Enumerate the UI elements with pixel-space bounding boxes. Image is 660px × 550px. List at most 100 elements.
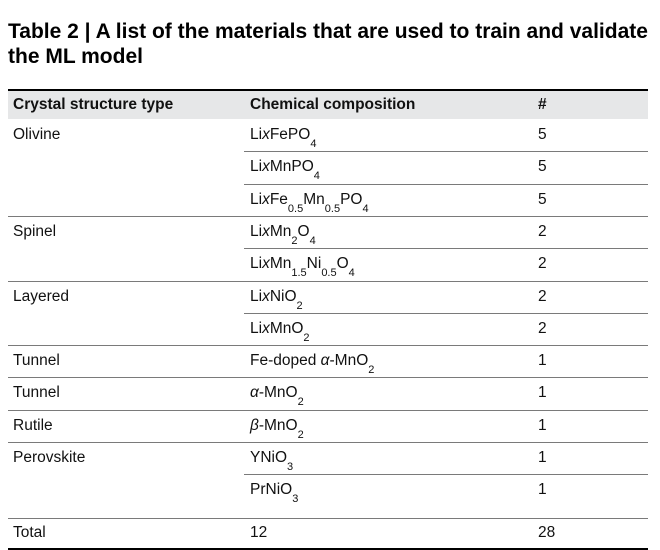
composition-cell: LixNiO2 xyxy=(250,287,303,312)
subscript: 3 xyxy=(287,461,294,474)
subscript: 4 xyxy=(348,267,355,280)
composition-cell: LixMnPO4 xyxy=(250,158,320,182)
formula-text: O xyxy=(297,222,310,240)
subscript: 0.5 xyxy=(287,202,304,215)
total-compositions: 12 xyxy=(250,523,268,541)
subscript: 2 xyxy=(297,428,304,441)
structure-type-cell: Layered xyxy=(13,287,70,305)
formula-text: FePO xyxy=(269,126,311,143)
table-row: LixFe0.5Mn0.5PO4 5 xyxy=(8,184,648,216)
subscript: 2 xyxy=(368,364,375,377)
count-cell: 1 xyxy=(538,481,547,499)
row-divider xyxy=(244,248,648,250)
formula-text: Fe-doped xyxy=(250,352,321,370)
composition-cell: LixFePO4 xyxy=(250,126,316,150)
composition-cell: PrNiO3 xyxy=(250,481,298,505)
formula-text: Mn xyxy=(303,190,325,208)
formula-text: Li xyxy=(250,287,263,305)
group-divider xyxy=(8,377,648,379)
structure-type-cell: Tunnel xyxy=(13,384,60,402)
row-divider xyxy=(244,183,648,185)
composition-cell: LixMn1.5Ni0.5O4 xyxy=(250,255,355,279)
group-divider xyxy=(8,215,648,217)
count-cell: 1 xyxy=(538,416,547,434)
count-cell: 1 xyxy=(538,449,547,466)
table-header: Crystal structure type Chemical composit… xyxy=(8,89,648,119)
composition-cell: β-MnO2 xyxy=(250,416,304,441)
table-row: PrNiO3 1 xyxy=(8,474,648,506)
materials-table: Crystal structure type Chemical composit… xyxy=(8,89,648,550)
group-divider xyxy=(8,345,648,347)
italic-symbol: β xyxy=(250,416,259,434)
formula-text: NiO xyxy=(269,287,297,305)
header-count: # xyxy=(538,96,547,113)
header-composition: Chemical composition xyxy=(250,96,416,113)
group-divider xyxy=(8,409,648,411)
composition-cell: LixFe0.5Mn0.5PO4 xyxy=(250,190,369,215)
subscript: 0.5 xyxy=(321,267,337,280)
subscript: 1.5 xyxy=(291,267,307,280)
count-cell: 2 xyxy=(538,319,547,337)
italic-symbol: x xyxy=(262,126,270,143)
row-divider xyxy=(244,151,648,153)
table-row: LixMnO2 2 xyxy=(8,313,648,345)
formula-text: Ni xyxy=(306,255,322,273)
formula-text: Li xyxy=(250,222,263,240)
count-cell: 2 xyxy=(538,255,547,273)
table-row: Perovskite YNiO3 1 xyxy=(8,442,648,474)
structure-type-cell: Perovskite xyxy=(13,449,86,466)
composition-cell: YNiO3 xyxy=(250,449,293,473)
formula-text: O xyxy=(336,255,349,273)
composition-cell: α-MnO2 xyxy=(250,384,304,408)
group-divider xyxy=(8,280,648,282)
table-row: LixMnPO4 5 xyxy=(8,151,648,183)
formula-text: -MnO xyxy=(329,352,369,370)
italic-symbol: x xyxy=(262,190,270,208)
italic-symbol: x xyxy=(262,222,270,240)
italic-symbol: x xyxy=(262,287,270,305)
table-row: Olivine LixFePO4 5 xyxy=(8,119,648,151)
formula-text: Li xyxy=(250,319,263,337)
subscript: 2 xyxy=(296,299,303,312)
count-cell: 2 xyxy=(538,222,547,240)
table-title: Table 2 | A list of the materials that a… xyxy=(8,20,648,68)
formula-text: YNiO xyxy=(250,449,288,466)
table-row: Spinel LixMn2O4 2 xyxy=(8,216,648,248)
table-body: Olivine LixFePO4 5 LixMnPO4 5 LixFe0.5Mn0.5PO… xyxy=(8,119,648,550)
structure-type-cell: Olivine xyxy=(13,126,61,143)
formula-text: Mn xyxy=(269,222,292,240)
table-row: Layered LixNiO2 2 xyxy=(8,281,648,313)
formula-text: Li xyxy=(250,126,263,143)
italic-symbol: x xyxy=(262,319,270,337)
italic-symbol: α xyxy=(320,352,330,370)
total-count: 28 xyxy=(538,523,556,541)
subscript: 0.5 xyxy=(324,202,341,215)
table-row: Tunnel Fe-doped α-MnO2 1 xyxy=(8,345,648,377)
structure-type-cell: Tunnel xyxy=(13,352,60,370)
formula-text: MnO xyxy=(269,319,304,337)
subscript: 3 xyxy=(292,493,299,506)
count-cell: 1 xyxy=(538,384,547,402)
formula-text: MnPO xyxy=(269,158,314,176)
formula-text: -MnO xyxy=(258,416,298,434)
row-divider xyxy=(244,474,648,476)
count-cell: 5 xyxy=(538,158,547,176)
composition-cell: LixMn2O4 xyxy=(250,222,316,247)
italic-symbol: α xyxy=(250,384,259,402)
subscript: 2 xyxy=(291,234,298,247)
formula-text: Li xyxy=(250,158,263,176)
formula-text: Fe xyxy=(269,190,288,208)
count-cell: 2 xyxy=(538,287,547,305)
structure-type-cell: Rutile xyxy=(13,416,53,434)
group-divider xyxy=(8,442,648,443)
formula-text: Li xyxy=(250,190,263,208)
subscript: 4 xyxy=(362,202,369,215)
total-divider xyxy=(8,517,648,519)
subscript: 2 xyxy=(303,331,310,344)
italic-symbol: x xyxy=(262,158,270,176)
table-row: LixMn1.5Ni0.5O4 2 xyxy=(8,248,648,280)
composition-cell: Fe-doped α-MnO2 xyxy=(250,352,374,376)
row-divider xyxy=(244,312,648,314)
formula-text: -MnO xyxy=(258,384,298,402)
